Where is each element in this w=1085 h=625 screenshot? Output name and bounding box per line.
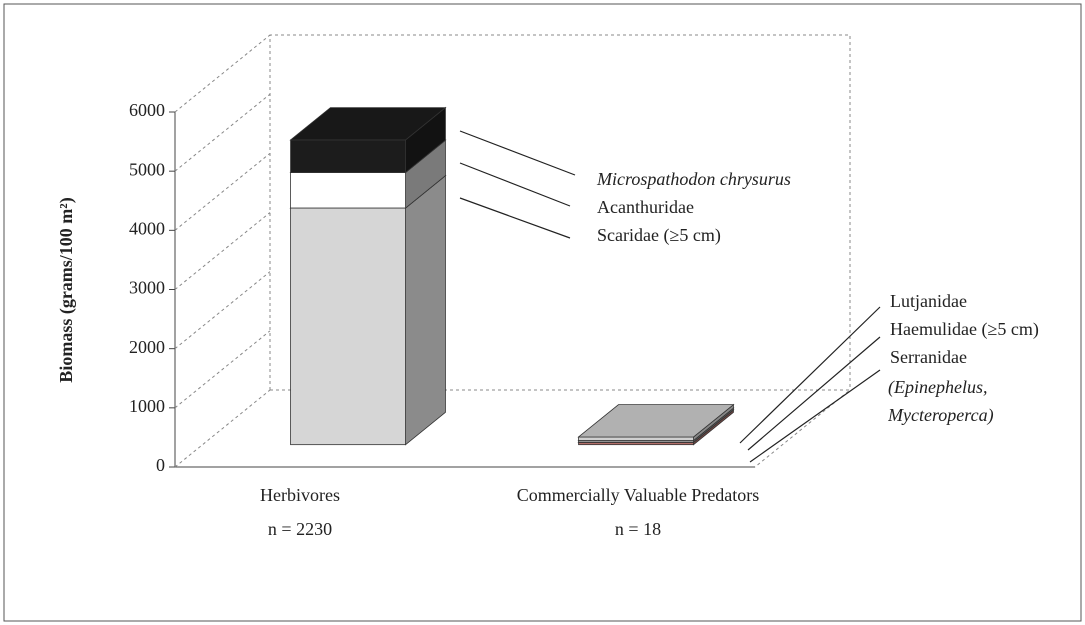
grid-line	[174, 152, 271, 231]
leader-line	[749, 369, 881, 463]
grid-line	[174, 271, 271, 350]
legend-label: Scaridae (≥5 cm)	[597, 225, 721, 246]
y-tick-label: 2000	[129, 337, 165, 357]
legend-label: Microspathodon chrysurus	[596, 169, 791, 189]
y-tick-label: 3000	[129, 278, 165, 298]
back-wall	[269, 34, 851, 390]
legend-label: Haemulidae (≥5 cm)	[890, 319, 1039, 340]
bar	[290, 172, 406, 209]
bar	[290, 207, 406, 446]
leader-line	[459, 162, 571, 207]
bar-top	[289, 107, 447, 141]
bar-top	[577, 404, 735, 438]
chart-border	[3, 3, 1082, 622]
leader-line	[459, 130, 576, 176]
y-tick-label: 0	[156, 455, 165, 475]
bar	[578, 436, 694, 441]
legend-label: Acanthuridae	[597, 197, 694, 217]
category-note: n = 2230	[268, 519, 332, 539]
y-tick-label: 6000	[129, 100, 165, 120]
legend-detail: (Epinephelus, Mycteroperca)	[888, 377, 994, 425]
legend-label: Lutjanidae	[890, 291, 967, 311]
floor	[270, 389, 852, 468]
leader-line	[459, 197, 571, 239]
x-tick-label: Herbivores	[260, 485, 340, 505]
legend-detail-box: (Epinephelus, Mycteroperca)	[888, 377, 994, 425]
grid-line	[174, 93, 271, 172]
leader-line	[739, 306, 881, 444]
legend-label: Serranidae	[890, 347, 967, 367]
y-tick-label: 5000	[129, 159, 165, 179]
bar	[290, 139, 406, 173]
category-note: n = 18	[615, 519, 661, 539]
leader-line	[747, 336, 881, 451]
bar-side	[405, 174, 446, 446]
y-axis-label: Biomass (grams/100 m²)	[56, 197, 77, 382]
grid-line	[174, 389, 271, 468]
grid-line	[174, 34, 271, 113]
grid-line	[174, 212, 271, 290]
y-tick-label: 1000	[129, 396, 165, 416]
y-tick-label: 4000	[129, 218, 165, 238]
grid-line	[174, 330, 271, 409]
x-tick-label: Commercially Valuable Predators	[517, 485, 760, 505]
